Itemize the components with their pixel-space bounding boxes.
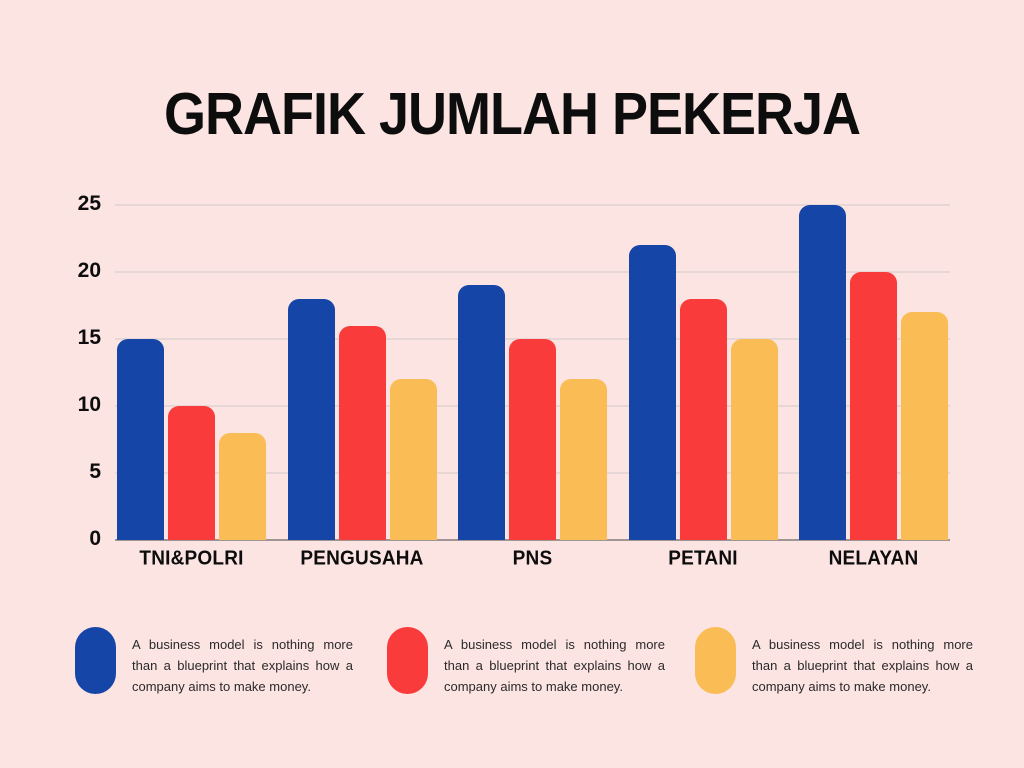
x-axis-baseline bbox=[115, 539, 950, 541]
y-axis-tick-label-20: 20 bbox=[77, 259, 101, 282]
bar-pns-blue bbox=[458, 285, 505, 540]
bar-nelayan-blue bbox=[799, 205, 846, 540]
gridline-y-20 bbox=[115, 271, 950, 273]
bar-groups bbox=[115, 205, 950, 540]
y-axis-tick-label-15: 15 bbox=[77, 326, 101, 349]
legend-item-blue: A business model is nothing more than a … bbox=[75, 627, 353, 697]
bar-chart-plot-area: 25 20 15 10 5 0 TNI&POLRI PENGUSAHA PNS PETANI NEL… bbox=[78, 192, 950, 570]
legend-swatch-blue bbox=[75, 627, 116, 694]
bar-pns-red bbox=[509, 339, 556, 540]
bar-tni-polri-yellow bbox=[219, 432, 266, 540]
bar-pengusaha-red bbox=[338, 325, 386, 540]
x-axis-label-petani: PETANI bbox=[668, 547, 738, 570]
legend-swatch-red bbox=[387, 627, 428, 694]
gridline-y-25 bbox=[115, 204, 950, 206]
bar-pengusaha-yellow bbox=[389, 379, 437, 540]
y-axis-tick-label-0: 0 bbox=[89, 527, 101, 550]
chart-title: GRAFIK JUMLAH PEKERJA bbox=[163, 81, 861, 148]
x-axis-label-pns: PNS bbox=[512, 547, 553, 570]
legend-item-yellow: A business model is nothing more than a … bbox=[695, 627, 973, 697]
x-axis-label-nelayan: NELAYAN bbox=[828, 547, 919, 570]
legend-swatch-yellow bbox=[695, 627, 736, 694]
bar-tni-polri-red bbox=[168, 406, 215, 540]
x-axis-label-pengusaha: PENGUSAHA bbox=[300, 547, 424, 570]
bar-group-pns bbox=[458, 205, 607, 540]
x-axis-labels: TNI&POLRI PENGUSAHA PNS PETANI NELAYAN bbox=[115, 547, 950, 570]
bar-pns-yellow bbox=[560, 379, 607, 540]
legend-text: A business model is nothing more than a … bbox=[444, 637, 665, 694]
bar-group-pengusaha bbox=[287, 205, 437, 540]
bar-nelayan-red bbox=[850, 272, 897, 540]
bar-group-tni-polri bbox=[117, 205, 266, 540]
legend-text: A business model is nothing more than a … bbox=[752, 637, 973, 694]
bar-group-nelayan bbox=[799, 205, 948, 540]
x-axis-label-tni-polri: TNI&POLRI bbox=[139, 547, 244, 570]
y-axis-tick-label-10: 10 bbox=[77, 393, 101, 416]
y-axis-tick-label-5: 5 bbox=[89, 460, 101, 483]
legend-item-red: A business model is nothing more than a … bbox=[387, 627, 665, 697]
legend-text: A business model is nothing more than a … bbox=[132, 637, 353, 694]
y-axis-tick-label-25: 25 bbox=[77, 192, 101, 215]
bar-group-petani bbox=[628, 205, 778, 540]
bar-petani-red bbox=[679, 298, 727, 540]
gridline-y-15 bbox=[115, 338, 950, 340]
bar-pengusaha-blue bbox=[287, 298, 335, 540]
bar-petani-yellow bbox=[730, 339, 778, 540]
bar-tni-polri-blue bbox=[117, 339, 164, 540]
bar-nelayan-yellow bbox=[901, 312, 948, 540]
bar-petani-blue bbox=[628, 245, 676, 540]
